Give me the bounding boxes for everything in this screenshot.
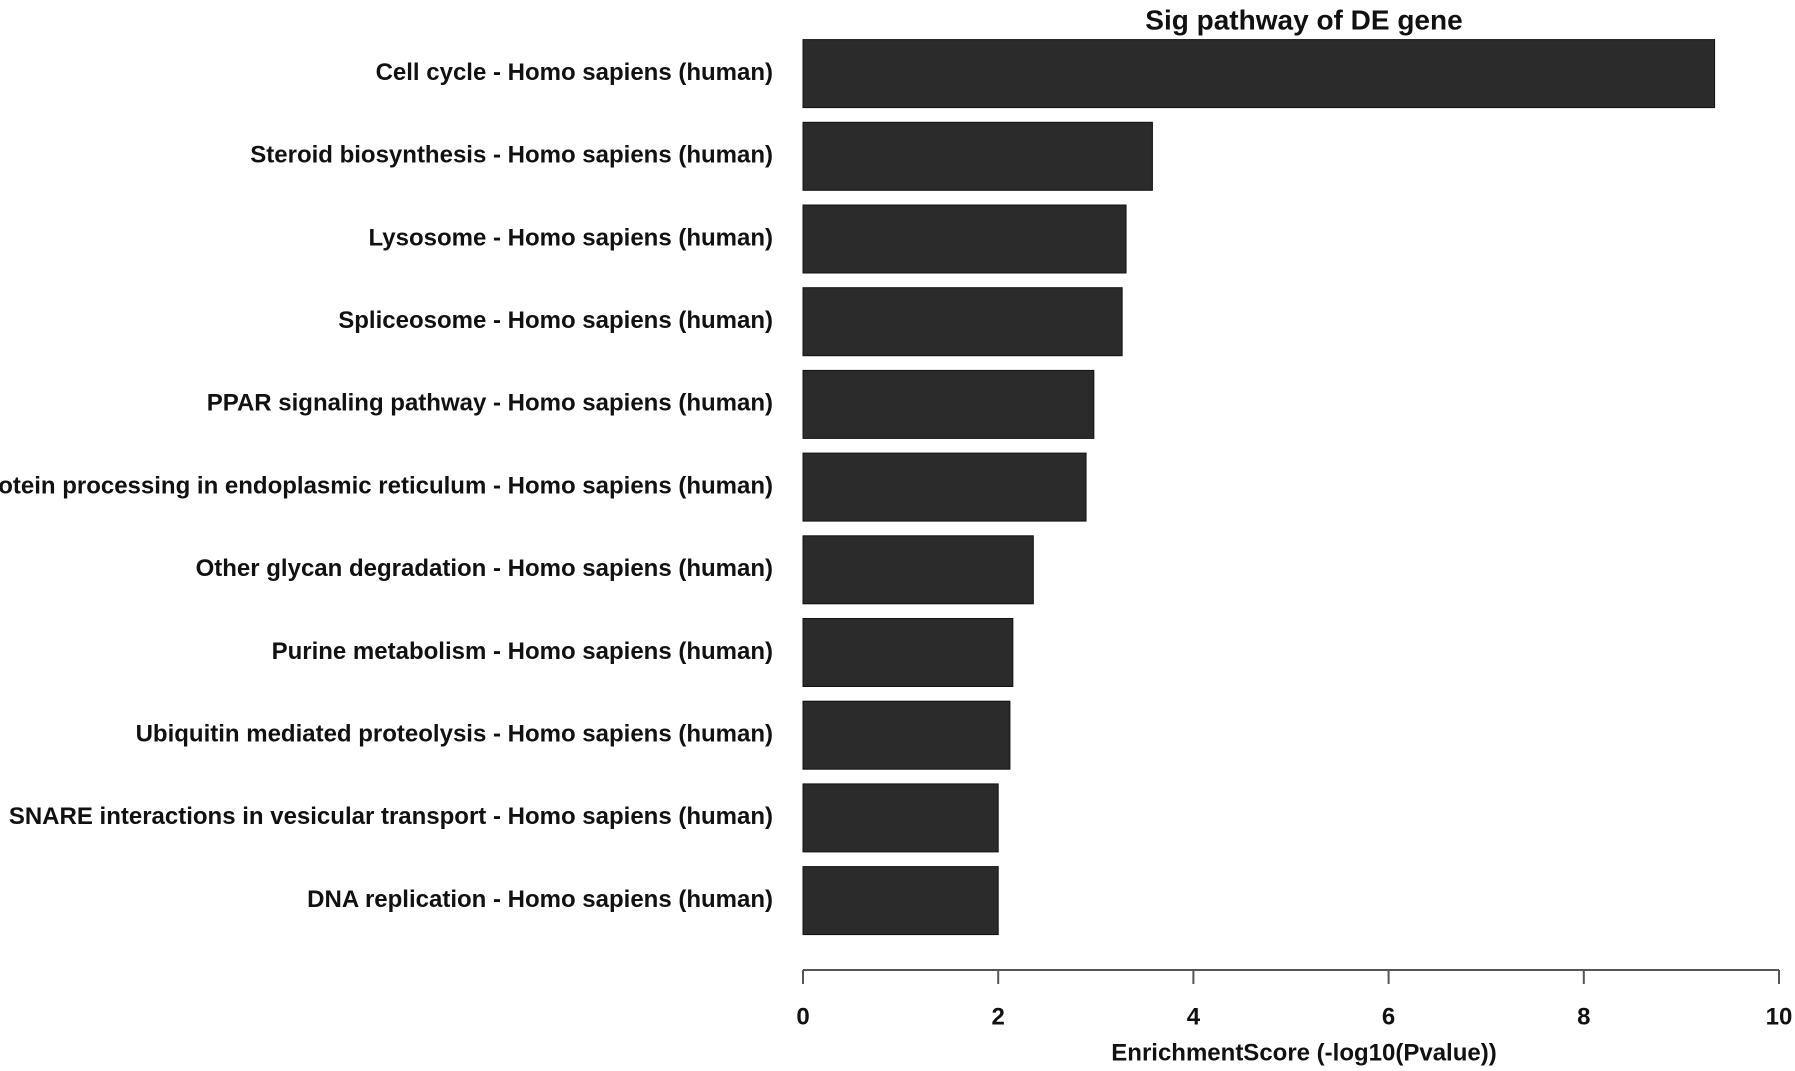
y-tick-label: Steroid biosynthesis - Homo sapiens (hum… xyxy=(250,142,773,169)
bar xyxy=(802,369,1095,439)
bar xyxy=(802,452,1087,522)
bar xyxy=(802,866,999,936)
y-tick-label: Spliceosome - Homo sapiens (human) xyxy=(338,307,773,334)
x-tick-label: 10 xyxy=(1766,1003,1793,1030)
bar xyxy=(802,287,1123,357)
x-tick-label: 4 xyxy=(1187,1003,1201,1030)
y-tick-label: Cell cycle - Homo sapiens (human) xyxy=(376,59,773,86)
x-tick-label: 8 xyxy=(1577,1003,1590,1030)
x-tick-label: 0 xyxy=(796,1003,809,1030)
chart-title: Sig pathway of DE gene xyxy=(1145,4,1462,35)
y-tick-label: SNARE interactions in vesicular transpor… xyxy=(9,803,773,830)
y-tick-label: Purine metabolism - Homo sapiens (human) xyxy=(272,638,773,665)
bar xyxy=(802,204,1127,274)
y-tick-label: DNA replication - Homo sapiens (human) xyxy=(307,886,773,913)
bar xyxy=(802,700,1011,770)
y-tick-label: Ubiquitin mediated proteolysis - Homo sa… xyxy=(136,721,773,748)
bar xyxy=(802,535,1034,605)
bar xyxy=(802,121,1153,191)
x-tick-label: 6 xyxy=(1382,1003,1395,1030)
bar xyxy=(802,39,1716,109)
y-tick-label: Other glycan degradation - Homo sapiens … xyxy=(196,555,773,582)
y-tick-label: PPAR signaling pathway - Homo sapiens (h… xyxy=(207,390,773,417)
bar xyxy=(802,783,999,853)
bar xyxy=(802,618,1014,687)
x-axis-label: EnrichmentScore (-log10(Pvalue)) xyxy=(1111,1039,1496,1066)
y-tick-label: Lysosome - Homo sapiens (human) xyxy=(368,224,773,251)
x-tick-label: 2 xyxy=(992,1003,1005,1030)
y-tick-label: Protein processing in endoplasmic reticu… xyxy=(0,472,773,499)
